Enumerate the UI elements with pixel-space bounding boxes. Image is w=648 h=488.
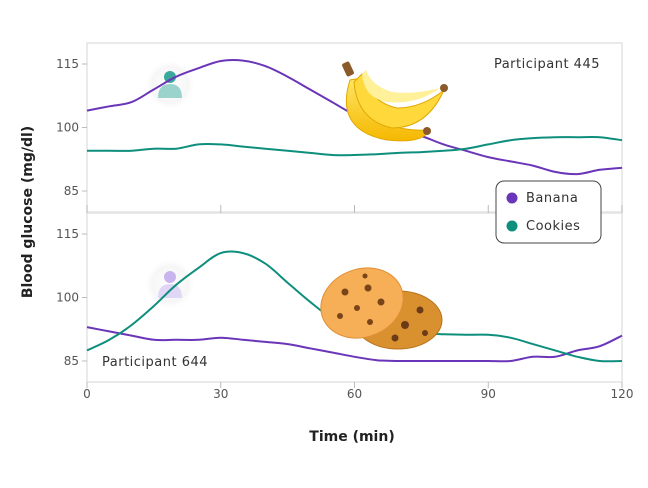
- x-tick-label: 0: [83, 387, 91, 401]
- legend-label-cookies: Cookies: [526, 219, 580, 234]
- legend-label-banana: Banana: [526, 191, 578, 206]
- x-tick-label: 90: [481, 387, 496, 401]
- y-tick-label: 85: [64, 184, 79, 198]
- participant-label-top: Participant 445: [494, 57, 600, 72]
- x-tick-label: 30: [213, 387, 228, 401]
- series-line-cookies-panel-1: [87, 135, 623, 157]
- y-tick-label: 85: [64, 354, 79, 368]
- x-axis-title: Time (min): [309, 429, 394, 445]
- x-axis-ticks: 0 30 60 90 120: [83, 205, 633, 401]
- participant-icon-bottom: [144, 258, 196, 310]
- series-line-banana-panel-2: [86, 326, 623, 363]
- participant-icon-top: [144, 59, 196, 111]
- x-tick-label: 120: [611, 387, 634, 401]
- legend-dot-banana: [506, 192, 518, 204]
- banana-icon: [342, 61, 448, 142]
- legend-dot-cookies: [506, 220, 518, 232]
- y-tick-label: 115: [56, 57, 79, 71]
- y-tick-label: 100: [56, 121, 79, 135]
- y-axis-title: Blood glucose (mg/dl): [20, 126, 36, 298]
- x-tick-label: 60: [347, 387, 362, 401]
- cookies-icon: [320, 267, 443, 350]
- legend: Banana Cookies: [495, 180, 602, 244]
- participant-label-bottom: Participant 644: [102, 355, 208, 370]
- y-tick-label: 100: [56, 291, 79, 305]
- y-tick-label: 115: [56, 227, 79, 241]
- y-axis-ticks: 85 100 115 85 100 115: [56, 57, 87, 368]
